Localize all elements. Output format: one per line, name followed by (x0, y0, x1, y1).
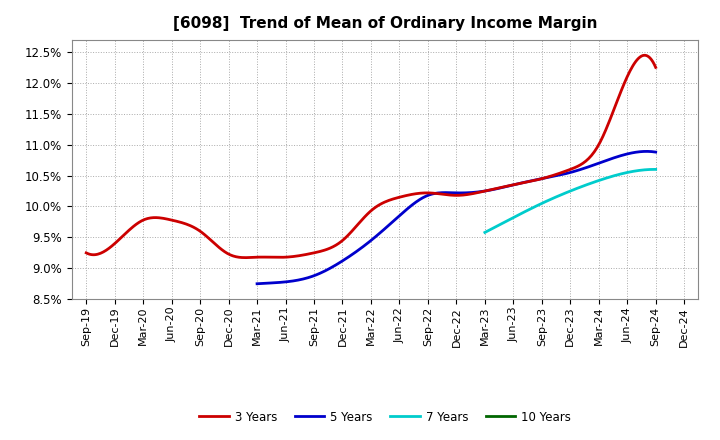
7 Years (652, 167, 660, 172)
7 Years (604, 175, 613, 180)
5 Years (652, 150, 660, 155)
3 Years (309, 250, 318, 256)
3 Years (495, 185, 503, 191)
5 Years (301, 276, 310, 281)
7 Years (501, 219, 510, 224)
5 Years (542, 175, 551, 180)
Line: 3 Years: 3 Years (86, 55, 656, 258)
3 Years (640, 53, 649, 58)
7 Years (588, 180, 597, 185)
3 Years (498, 185, 506, 190)
7 Years (605, 175, 613, 180)
7 Years (548, 196, 557, 201)
7 Years (536, 202, 545, 207)
Legend: 3 Years, 5 Years, 7 Years, 10 Years: 3 Years, 5 Years, 7 Years, 10 Years (194, 406, 576, 428)
5 Years (503, 183, 512, 189)
3 Years (242, 255, 251, 260)
3 Years (441, 192, 450, 197)
7 Years (650, 167, 659, 172)
Line: 7 Years: 7 Years (485, 169, 656, 232)
3 Years (652, 65, 660, 70)
7 Years (480, 230, 489, 235)
5 Years (253, 281, 261, 286)
3 Years (150, 215, 159, 220)
3 Years (82, 250, 91, 256)
5 Years (642, 149, 651, 154)
Line: 5 Years: 5 Years (257, 151, 656, 284)
5 Years (541, 176, 549, 181)
5 Years (382, 224, 391, 230)
3 Years (269, 255, 277, 260)
5 Years (410, 200, 419, 205)
Title: [6098]  Trend of Mean of Ordinary Income Margin: [6098] Trend of Mean of Ordinary Income … (173, 16, 598, 32)
